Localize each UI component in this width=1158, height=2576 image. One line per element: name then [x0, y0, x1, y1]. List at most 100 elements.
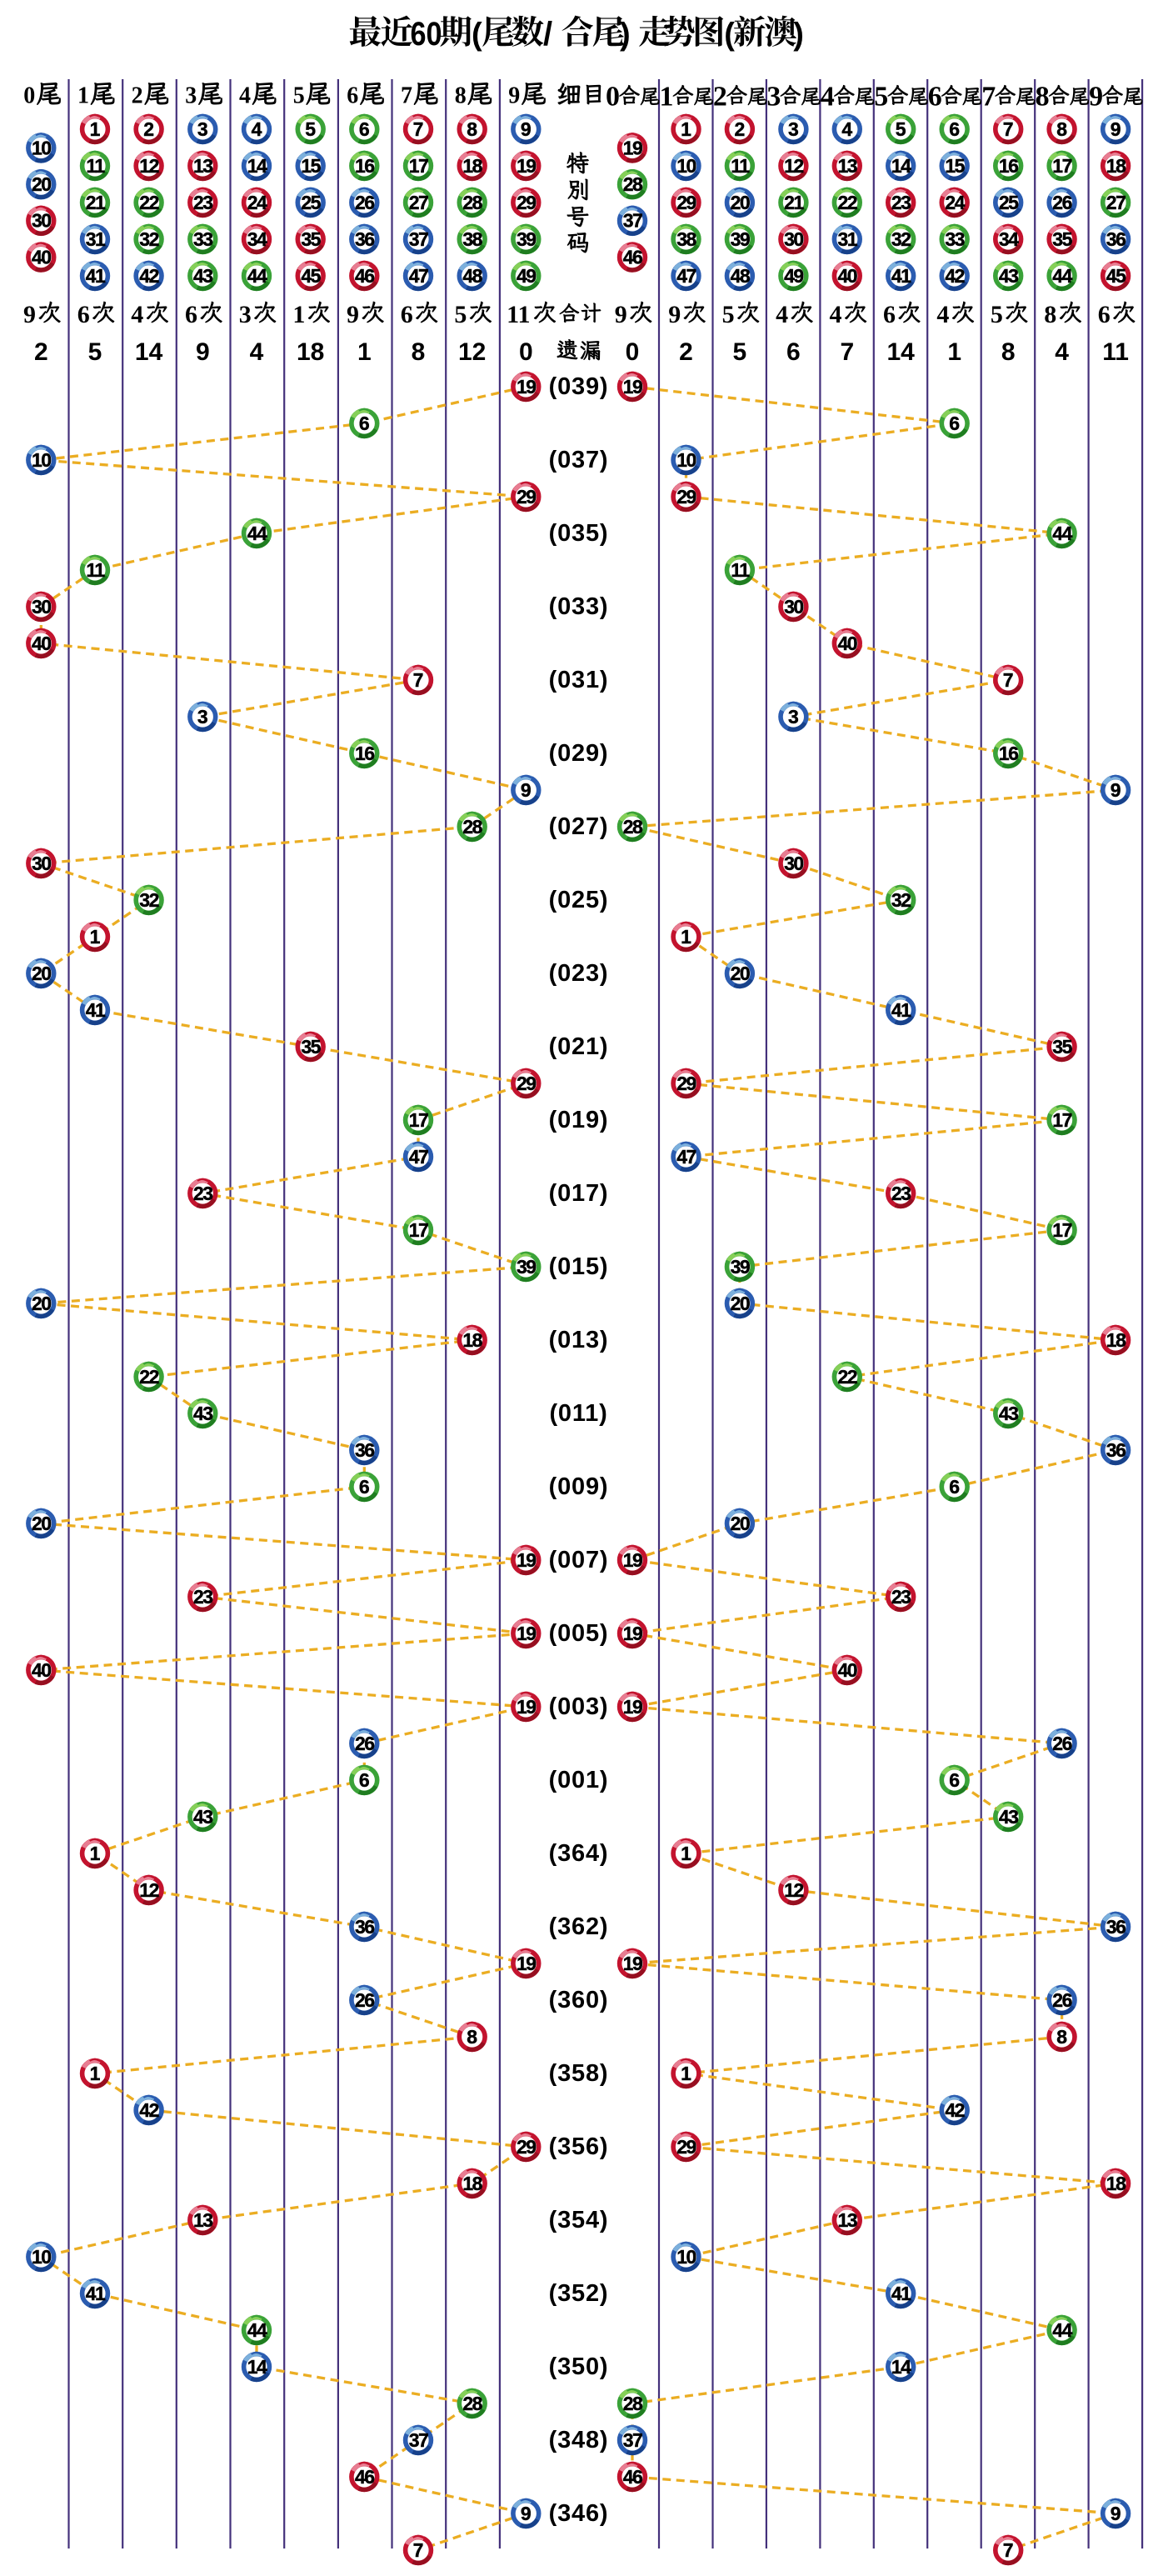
svg-text:8: 8 — [1044, 301, 1056, 328]
svg-text:14: 14 — [887, 338, 916, 366]
svg-text:44: 44 — [1052, 265, 1072, 287]
svg-text:9: 9 — [668, 301, 681, 328]
svg-text:44: 44 — [1052, 523, 1072, 544]
svg-text:(033): (033) — [549, 593, 609, 620]
svg-text:19: 19 — [517, 1623, 536, 1644]
svg-text:38: 38 — [676, 228, 696, 250]
svg-text:(: ( — [724, 18, 735, 53]
svg-text:31: 31 — [838, 228, 858, 250]
svg-text:9: 9 — [1111, 118, 1121, 140]
svg-text:0: 0 — [519, 338, 533, 366]
svg-text:(001): (001) — [549, 1767, 609, 1793]
svg-text:6: 6 — [949, 118, 960, 140]
svg-text:36: 36 — [355, 1916, 374, 1938]
svg-text:9: 9 — [1089, 82, 1103, 113]
svg-text:40: 40 — [32, 1659, 51, 1681]
svg-text:37: 37 — [409, 2429, 428, 2451]
svg-text:1: 1 — [681, 1843, 691, 1864]
svg-text:16: 16 — [355, 743, 374, 764]
svg-text:42: 42 — [139, 2099, 158, 2121]
svg-text:14: 14 — [247, 2356, 267, 2378]
svg-text:19: 19 — [623, 1696, 642, 1718]
svg-text:1: 1 — [90, 2063, 101, 2084]
svg-text:1: 1 — [77, 83, 89, 109]
svg-text:10: 10 — [676, 2246, 696, 2268]
svg-text:6: 6 — [401, 301, 413, 328]
svg-text:47: 47 — [676, 265, 696, 287]
svg-text:/: / — [543, 16, 552, 53]
svg-text:5: 5 — [305, 118, 316, 140]
svg-text:7: 7 — [981, 82, 996, 113]
svg-text:32: 32 — [891, 228, 911, 250]
svg-text:32: 32 — [139, 889, 158, 911]
svg-text:2: 2 — [143, 118, 154, 140]
svg-text:28: 28 — [462, 2393, 482, 2414]
svg-text:8: 8 — [412, 338, 426, 366]
svg-text:39: 39 — [731, 228, 750, 250]
svg-text:6: 6 — [1098, 301, 1111, 328]
svg-text:13: 13 — [838, 155, 857, 177]
svg-text:45: 45 — [301, 265, 321, 287]
svg-text:1: 1 — [292, 301, 305, 328]
svg-text:20: 20 — [731, 1513, 750, 1534]
svg-text:41: 41 — [891, 2283, 911, 2304]
svg-text:12: 12 — [139, 155, 158, 177]
svg-text:43: 43 — [999, 265, 1018, 287]
svg-text:5: 5 — [874, 82, 888, 113]
svg-text:28: 28 — [462, 816, 482, 838]
svg-text:36: 36 — [1106, 228, 1126, 250]
svg-text:37: 37 — [409, 228, 428, 250]
svg-text:34: 34 — [247, 228, 267, 250]
svg-text:3: 3 — [197, 706, 208, 728]
svg-text:23: 23 — [193, 1586, 212, 1608]
svg-text:9: 9 — [615, 301, 627, 328]
svg-text:4: 4 — [830, 301, 842, 328]
svg-text:35: 35 — [301, 1036, 321, 1058]
svg-text:0: 0 — [23, 83, 35, 109]
svg-text:14: 14 — [891, 2356, 911, 2378]
svg-text:37: 37 — [623, 210, 642, 232]
svg-text:19: 19 — [517, 1953, 536, 1974]
svg-text:40: 40 — [32, 246, 51, 268]
svg-text:1: 1 — [357, 338, 372, 366]
svg-text:6: 6 — [786, 338, 801, 366]
svg-text:17: 17 — [409, 155, 428, 177]
svg-text:1: 1 — [90, 926, 101, 948]
svg-text:18: 18 — [297, 338, 324, 366]
svg-text:4: 4 — [776, 301, 788, 328]
svg-text:13: 13 — [193, 2209, 212, 2231]
svg-text:9: 9 — [508, 83, 520, 109]
svg-text:19: 19 — [623, 376, 642, 398]
svg-text:6: 6 — [359, 1476, 370, 1498]
svg-text:48: 48 — [731, 265, 751, 287]
svg-text:28: 28 — [623, 173, 643, 195]
svg-text:(354): (354) — [549, 2207, 609, 2233]
svg-text:14: 14 — [891, 155, 911, 177]
svg-text:8: 8 — [467, 118, 477, 140]
svg-text:4: 4 — [1055, 338, 1069, 366]
svg-text:9: 9 — [347, 301, 359, 328]
svg-text:8: 8 — [467, 2026, 477, 2048]
svg-text:19: 19 — [623, 137, 642, 158]
svg-text:3: 3 — [185, 83, 197, 109]
svg-text:20: 20 — [731, 192, 750, 213]
svg-text:3: 3 — [197, 118, 208, 140]
svg-text:19: 19 — [517, 155, 536, 177]
svg-text:30: 30 — [32, 210, 51, 232]
svg-text:29: 29 — [676, 192, 696, 213]
svg-text:22: 22 — [139, 192, 158, 213]
svg-text:43: 43 — [193, 1403, 212, 1424]
svg-text:37: 37 — [623, 2429, 642, 2451]
svg-text:12: 12 — [784, 1879, 803, 1901]
svg-text:46: 46 — [355, 2466, 374, 2488]
svg-text:18: 18 — [1106, 2173, 1126, 2194]
svg-text:28: 28 — [623, 2393, 643, 2414]
svg-text:17: 17 — [409, 1219, 428, 1241]
svg-text:28: 28 — [462, 192, 482, 213]
svg-text:12: 12 — [784, 155, 803, 177]
svg-text:17: 17 — [409, 1109, 428, 1131]
svg-text:7: 7 — [413, 669, 424, 691]
svg-text:45: 45 — [1106, 265, 1126, 287]
svg-text:(003): (003) — [549, 1693, 609, 1720]
svg-text:(005): (005) — [549, 1620, 609, 1647]
